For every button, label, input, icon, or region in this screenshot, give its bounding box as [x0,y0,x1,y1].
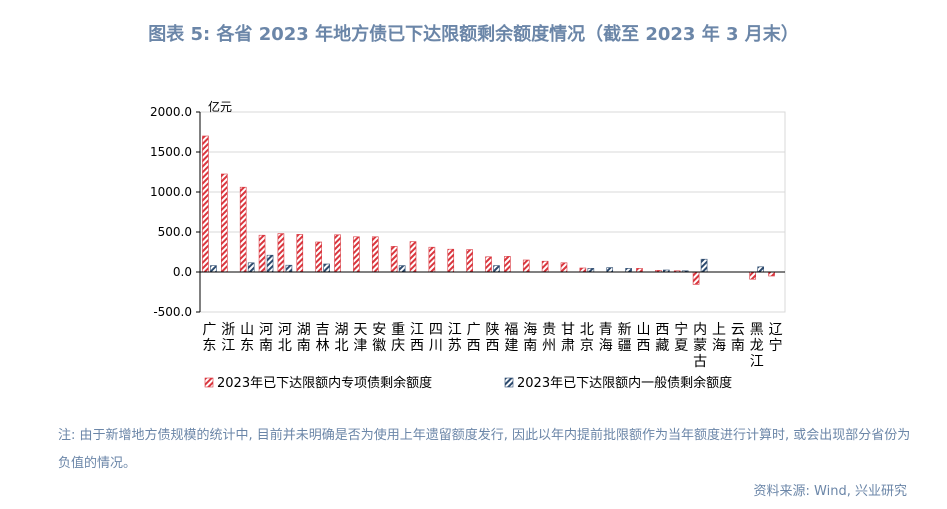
source-text: 资料来源: Wind, 兴业研究 [753,484,907,499]
x-tick-label: 贵州 [542,322,556,354]
bar-general-广东 [210,265,217,273]
bar-special-浙江 [221,173,228,273]
bar-special-广西 [466,249,473,273]
legend-swatch [504,377,514,388]
bar-special-安徽 [371,236,379,273]
x-tick-label: 安徽 [372,322,386,354]
chart-title: 图表 5: 各省 2023 年地方债已下达限额剩余额度情况（截至 2023 年 … [148,24,799,45]
bar-chart: 2000.0 1500.0 1000.0 500.0 0.0 -500.0 亿元广东浙江山东… [150,99,786,391]
bar-special-海南 [522,259,530,273]
x-tick-label: 辽宁 [769,322,783,354]
x-tick-label: 重庆 [391,322,405,354]
bar-special-陕西 [485,256,492,273]
footnote: 注: 由于新增地方债规模的统计中, 目前并未明确是否为使用上年遗留额度发行, 因… [58,428,911,471]
bar-special-吉林 [315,241,322,273]
y-tick-label: 1500.0 [150,145,192,159]
bar-general-山东 [247,262,255,273]
y-tick-label: 2000.0 [150,105,192,119]
bar-special-北京 [579,267,587,273]
bar-special-甘肃 [560,262,568,273]
x-tick-label: 宁夏 [674,321,688,354]
bar-general-内蒙古 [700,258,708,273]
x-tick-label: 黑龙江 [750,322,764,370]
bar-general-黑龙江 [757,266,764,273]
legend-label: 2023年已下达限额内一般债剩余额度 [517,375,732,391]
bar-special-贵州 [541,260,549,273]
bar-special-河北 [277,233,285,273]
bar-special-天津 [353,236,360,273]
bar-general-河北 [285,264,293,273]
axes: 2000.0 1500.0 1000.0 500.0 0.0 -500.0 亿元广东浙江山东… [150,99,785,370]
bar-special-重庆 [390,246,398,273]
x-tick-label: 四川 [429,322,443,354]
x-tick-label: 江西 [410,322,424,354]
x-tick-label: 新疆 [618,322,632,354]
bar-special-山西 [636,268,643,273]
x-tick-label: 浙江 [221,322,235,354]
bar-general-新疆 [625,268,632,273]
bars [202,135,775,285]
bar-special-江苏 [447,248,455,273]
bar-special-河南 [258,234,266,273]
bar-special-湖北 [334,234,341,273]
x-tick-label: 福建 [504,322,518,354]
bar-general-重庆 [398,265,406,273]
bar-special-山东 [239,186,247,273]
bar-special-广东 [202,135,209,273]
x-tick-label: 云南 [731,322,745,354]
bar-special-江西 [409,241,417,273]
x-tick-label: 吉林 [316,322,330,354]
bar-general-吉林 [323,263,330,273]
legend-label: 2023年已下达限额内专项债剩余额度 [217,375,432,391]
bar-special-湖南 [296,234,304,273]
legend: 2023年已下达限额内专项债剩余额度 2023年已下达限额内一般债剩余额度 [204,375,732,391]
bar-general-青海 [606,267,614,273]
x-tick-label: 西藏 [655,322,669,354]
y-tick-label: 500.0 [158,225,192,239]
bar-special-内蒙古 [692,271,700,285]
bar-special-黑龙江 [749,271,756,280]
y-tick-label: 0.0 [173,265,192,279]
x-tick-label: 江苏 [448,322,462,354]
x-tick-label: 河南 [259,322,273,354]
x-tick-label: 陕西 [486,322,500,354]
bar-special-辽宁 [768,271,775,277]
y-unit-label: 亿元 [208,99,232,114]
bar-general-北京 [587,268,595,273]
x-tick-label: 内蒙古 [693,322,707,370]
x-tick-label: 湖南 [297,322,311,354]
x-tick-label: 甘肃 [561,322,575,354]
x-tick-label: 湖北 [335,322,349,354]
x-tick-label: 北京 [580,322,594,354]
x-tick-label: 上海 [712,322,726,354]
x-tick-label: 山东 [240,322,254,354]
x-tick-label: 广西 [467,322,481,354]
grid-lines [199,111,786,313]
legend-swatch [204,377,214,388]
x-tick-label: 山西 [636,322,650,354]
x-tick-label: 青海 [599,322,613,354]
x-tick-label: 天津 [353,322,367,354]
bar-special-福建 [504,256,511,273]
x-tick-label: 广东 [202,322,216,354]
bar-special-四川 [428,246,436,273]
y-tick-label: 1000.0 [150,185,192,199]
bar-general-陕西 [493,265,500,273]
bar-general-河南 [266,254,274,273]
x-tick-label: 河北 [278,322,292,354]
y-tick-label: -500.0 [153,305,192,319]
x-tick-label: 海南 [523,322,537,354]
